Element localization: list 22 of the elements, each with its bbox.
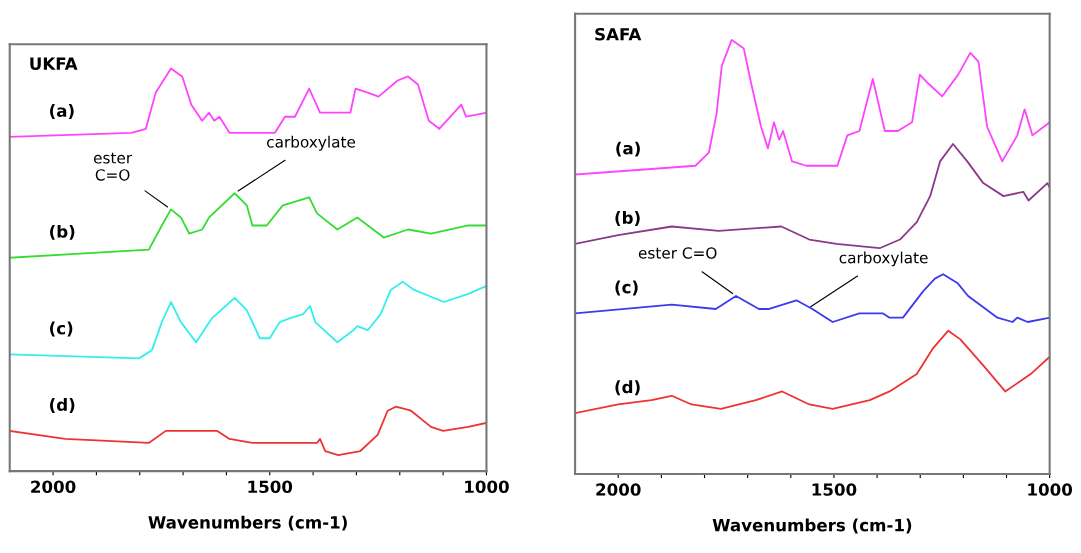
annotation: carboxylate bbox=[839, 251, 928, 267]
series-label: (a) bbox=[50, 104, 74, 119]
series-label: (c) bbox=[50, 321, 73, 337]
chart-title: SAFA bbox=[595, 27, 642, 41]
x-axis-title: Wavenumbers (cm-1) bbox=[148, 515, 347, 531]
x-tick-label: 1000 bbox=[1028, 483, 1073, 496]
chart-title: UKFA bbox=[30, 57, 78, 70]
annotation: ester C=O bbox=[638, 247, 717, 259]
series-label: (d) bbox=[615, 380, 640, 396]
series-label: (b) bbox=[615, 211, 640, 226]
x-tick-label: 1500 bbox=[248, 480, 293, 494]
x-tick-label: 1500 bbox=[812, 483, 857, 496]
annotation: ester C=O bbox=[93, 152, 133, 181]
x-tick-label: 2000 bbox=[31, 480, 76, 494]
series-label: (d) bbox=[50, 398, 75, 413]
series-label: (b) bbox=[50, 224, 75, 240]
series-label: (c) bbox=[615, 280, 638, 296]
x-tick-label: 1000 bbox=[465, 480, 509, 494]
annotation: carboxylate bbox=[267, 135, 356, 151]
x-axis-title: Wavenumbers (cm-1) bbox=[712, 518, 912, 534]
x-tick-label: 2000 bbox=[596, 483, 641, 496]
series-label: (a) bbox=[616, 141, 640, 157]
